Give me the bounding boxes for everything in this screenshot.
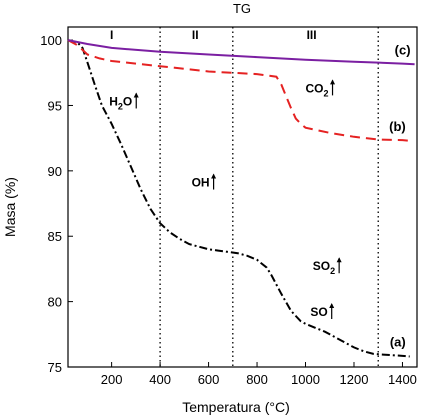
y-tick-label: 90 [48,164,62,179]
y-tick-label: 95 [48,98,62,113]
x-tick-label: 200 [101,372,123,387]
arrow-up-icon-head [336,257,342,263]
arrow-up-icon-head [329,303,335,308]
y-axis-label: Masa (%) [2,177,18,237]
x-tick-label: 1200 [340,372,369,387]
x-tick-label: 400 [149,372,171,387]
y-tick-label: 85 [48,229,62,244]
x-tick-label: 800 [246,372,268,387]
annotation-text: CO2 [306,81,329,98]
x-tick-label: 1000 [291,372,320,387]
arrow-up-icon-head [133,92,139,98]
annotation-text: OH [192,176,210,190]
y-tick-label: 80 [48,295,62,310]
plot-frame [67,26,418,368]
series-line-c [67,39,415,66]
region-label: II [192,28,199,42]
series-label: (b) [389,119,406,134]
y-tick-label: 100 [40,33,62,48]
series-label: (c) [395,42,411,57]
x-axis-label: Temperatura (°C) [182,399,290,415]
chart-title: TG [233,1,251,16]
x-tick-label: 1400 [388,372,417,387]
series-line-b [67,39,410,142]
region-label: I [110,28,113,42]
annotation-text: SO2 [313,259,335,276]
series-line-a [67,39,410,358]
series-label: (a) [390,335,406,350]
arrow-up-icon-head [330,79,336,85]
region-label: III [307,28,317,42]
annotation-text: H2O [109,94,132,111]
annotation-text: SO [310,305,327,319]
y-tick-label: 75 [48,360,62,375]
arrow-up-icon-head [211,173,217,179]
x-tick-label: 600 [198,372,220,387]
